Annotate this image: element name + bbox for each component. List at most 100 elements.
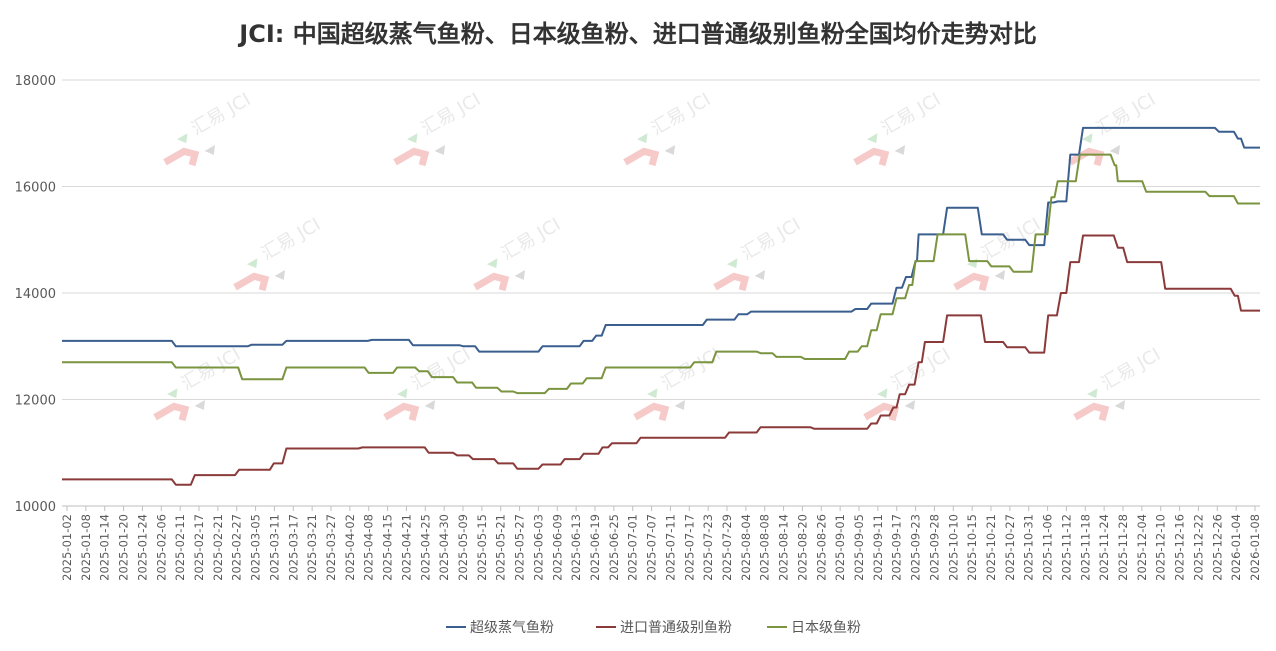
watermark: 汇易 JCI <box>473 214 565 292</box>
watermark-logo-shape <box>514 269 526 280</box>
x-tick-label: 2025-01-08 <box>79 514 93 581</box>
watermark: 汇易 JCI <box>393 89 485 167</box>
watermark: 汇易 JCI <box>383 344 474 422</box>
x-tick-label: 2025-02-17 <box>192 514 206 581</box>
x-tick-label: 2025-07-11 <box>663 514 677 581</box>
watermark-logo-shape <box>633 402 670 422</box>
x-tick-label: 2025-03-21 <box>305 514 319 581</box>
watermark-text: 汇易 JCI <box>658 344 725 395</box>
x-tick-label: 2025-11-12 <box>1059 514 1073 581</box>
watermark-logo-shape <box>867 133 878 144</box>
watermark-logo-shape <box>953 272 990 292</box>
watermark-text: 汇易 JCI <box>738 214 805 265</box>
watermark-logo-shape <box>393 147 430 167</box>
watermark-text: 汇易 JCI <box>648 89 715 140</box>
x-tick-label: 2025-03-05 <box>249 514 263 581</box>
y-tick-label: 12000 <box>15 394 56 409</box>
y-tick-label: 10000 <box>15 500 56 515</box>
x-tick-label: 2025-09-01 <box>833 514 847 581</box>
watermark: 汇易 JCI <box>863 344 954 422</box>
watermark: 汇易 JCI <box>153 344 244 422</box>
x-tick-label: 2025-05-09 <box>456 514 470 581</box>
watermark-logo-shape <box>1073 402 1110 422</box>
x-tick-label: 2025-05-21 <box>494 514 508 581</box>
watermark-logo-shape <box>894 144 906 155</box>
x-tick-label: 2025-07-17 <box>682 514 696 581</box>
x-tick-label: 2025-04-15 <box>381 514 395 581</box>
x-tick-label: 2025-02-11 <box>173 514 187 581</box>
legend: 超级蒸气鱼粉 进口普通级别鱼粉 日本级鱼粉 <box>446 619 861 636</box>
y-axis-ticks: 10000 12000 14000 16000 18000 <box>15 74 56 515</box>
x-tick-label: 2025-07-01 <box>626 514 640 581</box>
x-tick-label: 2025-01-02 <box>60 514 74 581</box>
x-tick-label: 2025-07-23 <box>701 514 715 581</box>
x-tick-label: 2025-04-08 <box>362 514 376 581</box>
watermark-logo-shape <box>713 272 750 292</box>
watermark-logo-shape <box>863 402 900 422</box>
watermark-logo-shape <box>1068 147 1105 167</box>
watermark-text: 汇易 JCI <box>188 89 255 140</box>
x-tick-label: 2025-06-03 <box>531 514 545 581</box>
watermark-logo-shape <box>904 399 916 410</box>
watermark-logo-shape <box>163 147 200 167</box>
x-tick-label: 2025-04-25 <box>418 514 432 581</box>
watermark-logo-shape <box>434 144 446 155</box>
x-tick-label: 2025-03-17 <box>286 514 300 581</box>
x-tick-label: 2025-12-10 <box>1154 514 1168 581</box>
watermark-logo-shape <box>877 388 888 399</box>
watermark-logo-shape <box>274 269 286 280</box>
watermark-logo-shape <box>153 402 190 422</box>
watermark: 汇易 JCI <box>233 214 324 292</box>
watermark-logo-shape <box>487 258 498 269</box>
x-tick-label: 2025-10-15 <box>965 514 979 581</box>
x-tick-label: 2025-08-08 <box>758 514 772 581</box>
series-line <box>62 234 1260 486</box>
watermark-logo-shape <box>853 147 890 167</box>
x-tick-label: 2025-07-07 <box>645 514 659 581</box>
x-tick-label: 2025-12-26 <box>1210 514 1224 581</box>
watermark-logo-shape <box>727 258 738 269</box>
x-tick-label: 2025-04-02 <box>343 514 357 581</box>
x-tick-label: 2025-12-04 <box>1135 514 1149 581</box>
watermark-text: 汇易 JCI <box>498 214 565 265</box>
watermark-logo-shape <box>167 388 178 399</box>
watermark-logo-shape <box>1082 133 1093 144</box>
watermark-logo-shape <box>194 399 206 410</box>
x-tick-label: 2025-09-23 <box>909 514 923 581</box>
watermark-text: 汇易 JCI <box>418 89 485 140</box>
series-line <box>62 126 1260 353</box>
legend-label: 进口普通级别鱼粉 <box>620 619 732 636</box>
watermark: 汇易 JCI <box>953 214 1044 292</box>
x-tick-label: 2025-11-24 <box>1097 514 1111 581</box>
watermark: 汇易 JCI <box>1073 344 1164 422</box>
series-line <box>62 153 1260 395</box>
x-tick-label: 2025-06-19 <box>588 514 602 581</box>
watermark-logo-shape <box>664 144 676 155</box>
watermark-logo-shape <box>647 388 658 399</box>
watermark-logo-shape <box>233 272 270 292</box>
x-tick-label: 2025-04-30 <box>437 514 451 581</box>
watermark: 汇易 JCI <box>713 214 805 292</box>
x-tick-label: 2026-01-04 <box>1229 514 1243 581</box>
x-tick-label: 2025-10-27 <box>1003 514 1017 581</box>
watermark-logo-shape <box>424 399 436 410</box>
watermark-text: 汇易 JCI <box>878 89 945 140</box>
x-tick-label: 2025-09-28 <box>927 514 941 581</box>
x-tick-label: 2025-01-14 <box>98 514 112 581</box>
x-tick-label: 2025-09-11 <box>871 514 885 581</box>
x-tick-label: 2025-12-22 <box>1191 514 1205 581</box>
x-tick-label: 2025-02-21 <box>211 514 225 581</box>
x-tick-label: 2025-02-27 <box>230 514 244 581</box>
x-tick-label: 2025-09-05 <box>852 514 866 581</box>
x-axis: 2025-01-02 2025-01-08 2025-01-14 2025-01-20… <box>60 505 1262 581</box>
legend-label: 日本级鱼粉 <box>791 619 861 636</box>
x-tick-label: 2025-06-25 <box>607 514 621 581</box>
watermark-logo-shape <box>623 147 660 167</box>
x-tick-label: 2025-10-10 <box>946 514 960 581</box>
chart-title: JCI: 中国超级蒸气鱼粉、日本级鱼粉、进口普通级别鱼粉全国均价走势对比 <box>239 20 1037 48</box>
x-tick-label: 2025-08-20 <box>795 514 809 581</box>
x-tick-label: 2025-03-27 <box>324 514 338 581</box>
y-tick-label: 14000 <box>15 287 56 302</box>
x-tick-label: 2025-12-16 <box>1173 514 1187 581</box>
x-tick-label: 2025-08-04 <box>739 514 753 581</box>
